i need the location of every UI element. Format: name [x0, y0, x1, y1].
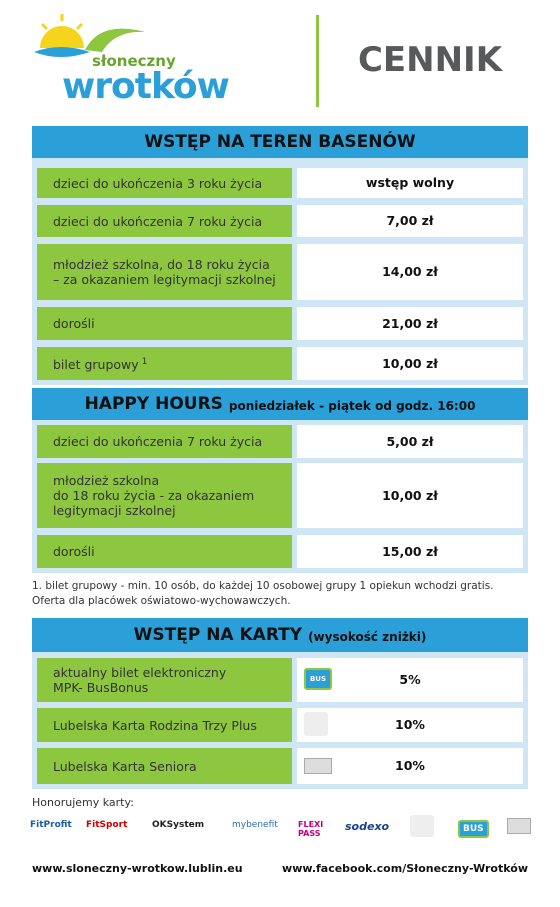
section-title: HAPPY HOURS — [84, 394, 223, 414]
footnote-ref: 1 — [141, 356, 148, 367]
row-label: młodzież szkolna, do 18 roku życia — [53, 257, 270, 272]
section-title: WSTĘP NA KARTY — [133, 625, 303, 645]
value-cell — [297, 658, 523, 702]
value-cell — [297, 205, 523, 237]
value-cell — [297, 347, 523, 380]
row-label: MPK- BusBonus — [53, 680, 149, 695]
row-label: do 18 roku życia - za okazaniem — [53, 488, 255, 503]
row-value: 10% — [395, 758, 425, 773]
card-logo: mybenefit — [232, 820, 278, 830]
value-cell — [297, 168, 523, 198]
card-logo: FLEXI PASS — [298, 820, 324, 838]
row-label: dzieci do ukończenia 7 roku życia — [53, 213, 263, 229]
row-value: 15,00 zł — [382, 543, 438, 559]
value-cell — [297, 425, 523, 458]
row-value: 10% — [395, 717, 425, 732]
row-label: bilet grupowy 1 — [53, 356, 148, 373]
logo-graphic — [34, 14, 145, 57]
honored-title: Honorujemy karty: — [32, 796, 134, 809]
card-logo: OKSystem — [152, 820, 205, 830]
row-label: dorośli — [53, 316, 95, 331]
row-label: młodzież szkolna — [53, 473, 160, 488]
row-value: 5,00 zł — [386, 433, 434, 449]
value-cell — [297, 244, 523, 300]
row-value: 7,00 zł — [386, 213, 434, 228]
card-logo: BUS — [458, 820, 489, 838]
card-logo: sodexo — [345, 820, 390, 833]
row-label: legitymacji szkolnej — [53, 503, 176, 518]
card-logo: FitProfit — [30, 820, 72, 830]
section-subtitle: (wysokość zniżki) — [308, 629, 427, 644]
card-logo — [507, 818, 531, 834]
section-header: WSTĘP NA KARTY (wysokość zniżki) — [32, 618, 528, 652]
card-icon: BUS — [304, 668, 332, 690]
card-logo: FitSport — [86, 820, 128, 830]
row-value: 5% — [399, 672, 421, 687]
label-cell: dzieci do ukończenia 3 roku życia — [37, 168, 292, 198]
value-cell — [297, 307, 523, 340]
value-cell — [297, 535, 523, 568]
row-value: 21,00 zł — [382, 315, 438, 331]
label-cell: bilet grupowy 1 — [37, 347, 292, 380]
row-label: dorośli — [53, 544, 95, 559]
label-cell: Lubelska Karta Rodzina Trzy Plus — [37, 708, 292, 742]
divider — [316, 15, 319, 107]
label-cell: dorośli — [37, 535, 292, 568]
logo-line1: słoneczny — [92, 52, 176, 70]
value-cell — [297, 463, 523, 528]
logo-line2: wrotków — [62, 66, 230, 107]
card-logo — [410, 815, 434, 837]
label-cell: młodzież szkolna, do 18 roku życia – za o… — [37, 244, 292, 300]
value-cell — [297, 748, 523, 784]
row-label: dzieci do ukończenia 7 roku życia — [53, 434, 263, 449]
value-cell — [297, 708, 523, 742]
row-value: wstęp wolny — [365, 175, 455, 190]
row-label: – za okazaniem legitymacji szkolnej — [53, 272, 276, 287]
row-value: 14,00 zł — [382, 264, 438, 279]
footnote: 1. bilet grupowy - min. 10 osób, do każd… — [32, 580, 494, 592]
card-icon — [304, 712, 328, 736]
row-label: Lubelska Karta Rodzina Trzy Plus — [53, 717, 257, 733]
label-cell: dzieci do ukończenia 7 roku życia — [37, 425, 292, 458]
footer-right: www.facebook.com/Słoneczny-Wrotków — [282, 862, 528, 875]
row-value: 10,00 zł — [382, 355, 438, 371]
footnote: Oferta dla placówek oświatowo-wychowawcz… — [32, 595, 291, 607]
label-cell: dzieci do ukończenia 7 roku życia — [37, 205, 292, 237]
row-label: aktualny bilet elektroniczny — [53, 665, 227, 680]
section-header: WSTĘP NA TEREN BASENÓW — [32, 126, 528, 158]
row-label: Lubelska Karta Seniora — [53, 758, 197, 774]
row-value: 10,00 zł — [382, 487, 438, 503]
section-header: HAPPY HOURS poniedziałek - piątek od godz… — [32, 388, 528, 420]
label-cell: Lubelska Karta Seniora — [37, 748, 292, 784]
label-cell: aktualny bilet elektroniczny MPK- BusBonu… — [37, 658, 292, 702]
row-label: dzieci do ukończenia 3 roku życia — [53, 175, 263, 191]
label-cell: dorośli — [37, 307, 292, 340]
page-title: CENNIK — [357, 40, 503, 80]
section-title: WSTĘP NA TEREN BASENÓW — [144, 132, 416, 152]
card-icon — [304, 758, 332, 774]
section-subtitle: poniedziałek - piątek od godz. 16:00 — [228, 398, 476, 413]
footer-left: www.sloneczny-wrotkow.lublin.eu — [32, 862, 243, 875]
label-cell: młodzież szkolna do 18 roku życia - za ok… — [37, 463, 292, 528]
